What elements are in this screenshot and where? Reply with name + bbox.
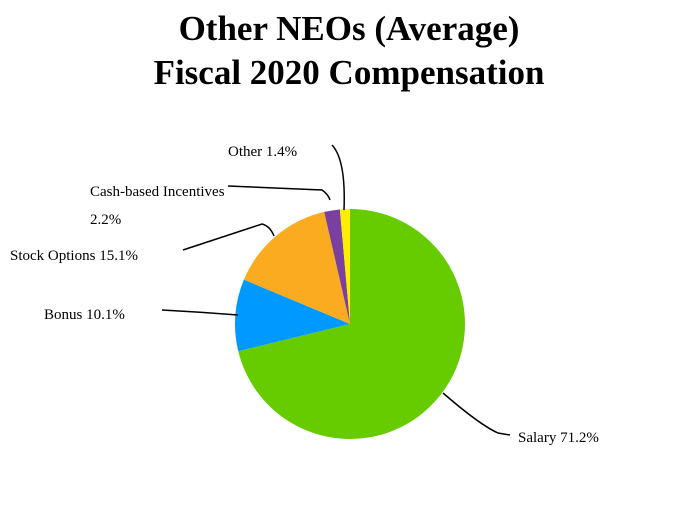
- category-label: Stock Options: [10, 248, 96, 264]
- pie-slice: [324, 209, 350, 324]
- value-label: 1.4%: [265, 144, 298, 160]
- category-label: Other: [228, 144, 263, 160]
- leader-line: [227, 185, 331, 201]
- slice-label: Stock Options 15.1%: [10, 242, 180, 270]
- leader-line: [161, 309, 239, 316]
- pie-slice: [339, 209, 350, 324]
- value-label: 71.2%: [560, 430, 599, 446]
- chart-subtitle: Fiscal 2020 Compensation: [154, 53, 545, 92]
- value-label: 10.1%: [86, 307, 125, 323]
- value-label: 2.2%: [90, 212, 122, 228]
- pie-slice: [238, 209, 465, 440]
- slice-label: Other 1.4%: [228, 138, 348, 166]
- slice-label: Cash-based Incentives 2.2%: [90, 178, 230, 234]
- pie-slice: [234, 279, 350, 352]
- value-label: 15.1%: [99, 248, 138, 264]
- leader-line: [331, 144, 345, 211]
- leader-line: [442, 392, 511, 436]
- pie: [234, 209, 465, 440]
- chart-title: Other NEOs (Average): [179, 9, 520, 48]
- slice-label: Salary 71.2%: [518, 424, 678, 452]
- leader-line: [182, 223, 275, 251]
- pie-slice: [243, 211, 350, 324]
- category-label: Salary: [518, 430, 557, 446]
- category-label: Bonus: [44, 307, 83, 323]
- slice-label: Bonus 10.1%: [44, 301, 184, 329]
- category-label: Cash-based Incentives: [90, 184, 225, 200]
